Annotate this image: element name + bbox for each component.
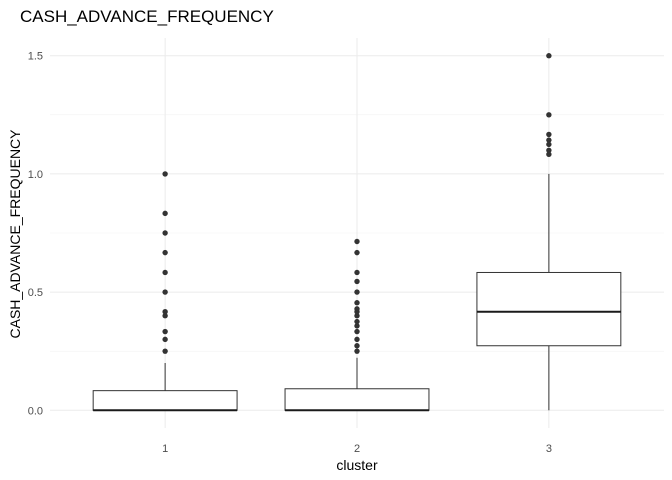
outlier-point	[546, 137, 552, 143]
outlier-point	[162, 309, 168, 315]
y-tick-label: 1.0	[28, 169, 43, 181]
outlier-point	[162, 336, 168, 343]
iqr-box	[284, 388, 430, 411]
outlier-point	[354, 323, 360, 329]
x-axis-title: cluster	[336, 457, 378, 473]
box-group-cluster-1	[92, 171, 238, 412]
outlier-point	[546, 53, 552, 59]
outlier-point	[162, 269, 168, 276]
y-tick-label: 1.5	[28, 51, 43, 63]
y-axis-title: CASH_ADVANCE_FREQUENCY	[7, 129, 23, 339]
outlier-point	[354, 238, 360, 245]
outlier-point	[354, 318, 360, 325]
outlier-point	[354, 278, 360, 285]
box-group-cluster-3	[476, 53, 622, 411]
outlier-point	[354, 289, 360, 295]
outlier-point	[162, 289, 168, 295]
outlier-point	[354, 348, 360, 354]
outlier-point	[546, 141, 552, 148]
outlier-point	[162, 171, 168, 177]
outlier-point	[162, 249, 168, 256]
x-tick-label: 1	[162, 443, 168, 455]
y-tick-label: 0.5	[28, 287, 43, 299]
outlier-point	[354, 343, 360, 349]
iqr-box	[476, 271, 622, 347]
outlier-point	[354, 336, 360, 343]
box-group-cluster-2	[284, 238, 430, 412]
outlier-point	[354, 269, 360, 276]
y-tick-label: 0.0	[28, 405, 43, 417]
outlier-point	[546, 151, 552, 157]
boxes	[92, 53, 622, 412]
outlier-point	[162, 313, 168, 319]
x-tick-label: 2	[354, 443, 360, 455]
outlier-point	[546, 147, 552, 153]
outlier-point	[354, 328, 360, 335]
tick-labels: 0.0 0.5 1.0 1.5 1 2 3	[28, 51, 552, 455]
x-tick-label: 3	[546, 443, 552, 455]
outlier-point	[354, 249, 360, 256]
outlier-point	[162, 328, 168, 335]
outlier-point	[354, 313, 360, 319]
outlier-point	[354, 300, 360, 306]
outlier-point	[162, 210, 168, 217]
outlier-point	[546, 131, 552, 138]
outlier-point	[354, 306, 360, 312]
outlier-point	[162, 348, 168, 354]
iqr-box	[92, 390, 238, 411]
outlier-point	[546, 112, 552, 118]
chart-title: CASH_ADVANCE_FREQUENCY	[20, 7, 274, 26]
outlier-point	[162, 230, 168, 236]
